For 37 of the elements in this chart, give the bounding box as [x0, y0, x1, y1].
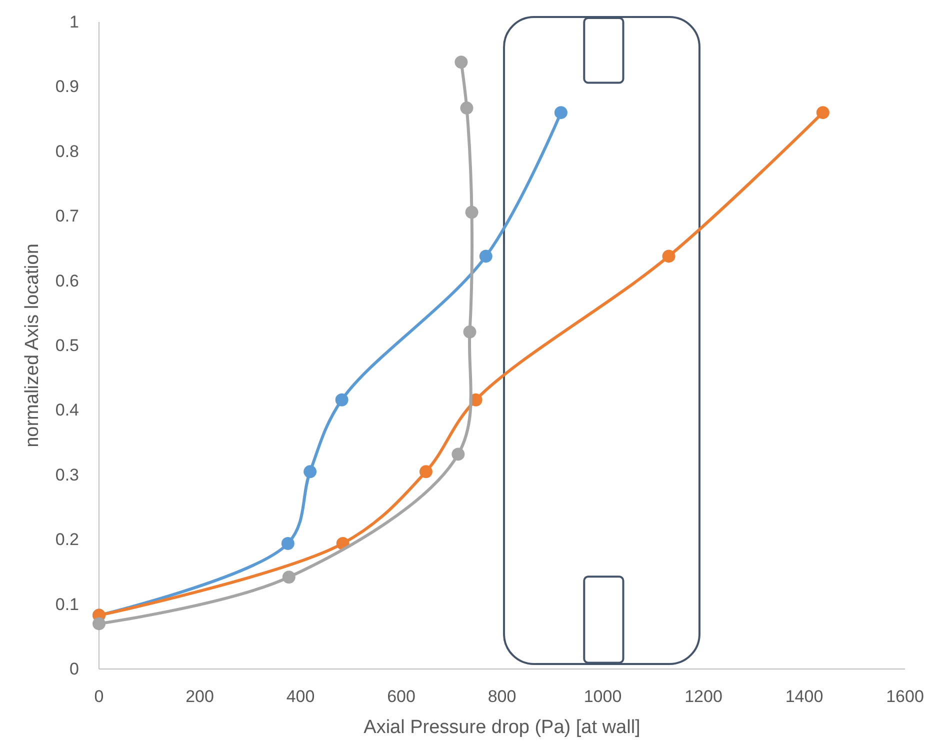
x-tick-label: 1200 — [684, 687, 722, 706]
x-tick-label: 800 — [488, 687, 516, 706]
x-tick-label: 0 — [94, 687, 104, 706]
point — [662, 250, 676, 263]
x-tick-label: 200 — [186, 687, 214, 706]
point — [465, 206, 478, 219]
point — [281, 536, 294, 550]
point — [554, 106, 568, 120]
x-axis-title: Axial Pressure drop (Pa) [at wall] — [364, 717, 640, 738]
y-tick-label: 0.9 — [55, 77, 79, 96]
x-tick-label: 400 — [286, 687, 315, 706]
point — [452, 448, 465, 461]
y-tick-label: 0.8 — [55, 142, 79, 161]
point — [454, 56, 468, 69]
point — [335, 393, 348, 406]
y-tick-label: 0.7 — [55, 206, 79, 226]
point — [282, 570, 296, 584]
y-tick-label: 0.6 — [55, 271, 79, 290]
x-tick-label: 600 — [387, 687, 416, 706]
y-tick-label: 0.2 — [55, 530, 79, 550]
y-axis-title: normalized Axis location — [22, 244, 43, 448]
y-tick-label: 0.1 — [55, 594, 79, 614]
point — [479, 250, 492, 263]
point — [304, 465, 317, 478]
x-tick-label: 1400 — [785, 687, 824, 706]
y-tick-label: 0 — [70, 659, 79, 678]
y-tick-label: 0.5 — [55, 336, 79, 355]
point — [816, 106, 830, 120]
x-tick-label: 1000 — [584, 687, 622, 706]
point — [92, 617, 106, 630]
point — [463, 325, 476, 338]
y-tick-label: 1 — [70, 12, 79, 32]
x-tick-label: 1600 — [886, 687, 924, 706]
y-tick-label: 0.4 — [55, 400, 79, 420]
y-tick-label: 0.3 — [55, 465, 79, 484]
point — [419, 465, 432, 478]
point — [460, 102, 474, 115]
